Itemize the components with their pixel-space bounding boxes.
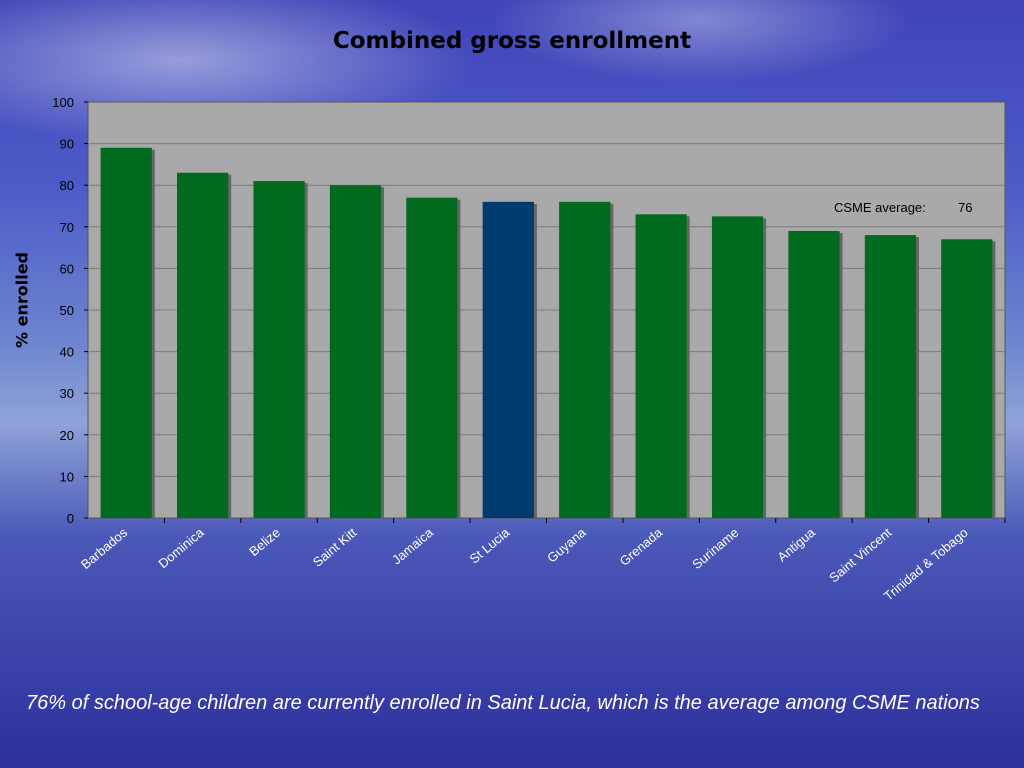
bar-grenada <box>635 214 687 518</box>
bar-guyana <box>559 201 611 518</box>
x-tick-label: Belize <box>246 525 283 559</box>
bar-suriname <box>711 216 764 518</box>
x-tick-label: Saint Vincent <box>826 525 894 586</box>
bar-dominica <box>177 172 229 518</box>
y-tick-label: 0 <box>67 511 74 526</box>
y-tick-label: 50 <box>60 303 74 318</box>
y-tick-labels: 0 10 20 30 40 50 60 70 80 90 100 <box>52 95 88 526</box>
x-tick-label: Saint Kitt <box>310 525 360 570</box>
x-tick-label: Guyana <box>544 524 589 565</box>
x-tick-labels: Barbados Dominica Belize Saint Kitt Jamaica S… <box>78 518 1006 604</box>
x-tick-label: St Lucia <box>467 524 513 566</box>
bar-antigua <box>788 230 840 518</box>
x-tick-label: Suriname <box>689 525 741 572</box>
y-tick-label: 30 <box>60 386 74 401</box>
y-tick-label: 60 <box>60 261 74 276</box>
y-tick-label: 20 <box>60 428 74 443</box>
chart-title: Combined gross enrollment <box>332 28 692 54</box>
csme-average-label: CSME average: <box>834 200 926 215</box>
x-tick-label: Antigua <box>774 524 818 564</box>
csme-average-value: 76 <box>958 200 972 215</box>
bar-st-lucia <box>482 201 534 518</box>
y-tick-label: 90 <box>60 137 74 152</box>
y-tick-label: 70 <box>60 220 74 235</box>
y-tick-label: 100 <box>52 95 74 110</box>
x-tick-label: Jamaica <box>389 524 436 567</box>
x-tick-label: Grenada <box>617 524 666 569</box>
x-tick-label: Trinidad & Tobago <box>881 525 971 604</box>
bar-saint-kitt <box>329 185 382 518</box>
bar-trinidad-tobago <box>941 239 993 518</box>
y-tick-label: 40 <box>60 345 74 360</box>
bars <box>100 147 996 519</box>
caption: 76% of school-age children are currently… <box>26 692 980 714</box>
y-tick-label: 80 <box>60 178 74 193</box>
bar-saint-vincent <box>864 235 916 518</box>
bar-barbados <box>100 147 152 518</box>
x-tick-label: Dominica <box>155 524 207 571</box>
y-tick-label: 10 <box>60 469 74 484</box>
gridlines <box>88 143 1005 477</box>
bar-belize <box>253 181 305 519</box>
x-tick-label: Barbados <box>78 524 131 572</box>
bar-jamaica <box>406 197 458 518</box>
